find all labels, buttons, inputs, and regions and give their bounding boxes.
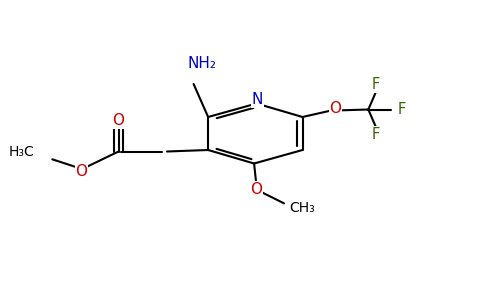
Text: F: F [398,102,407,117]
Text: F: F [371,77,380,92]
Text: O: O [76,164,87,179]
Text: O: O [330,101,341,116]
Text: NH₂: NH₂ [188,56,217,70]
Text: O: O [251,182,262,197]
Text: CH₃: CH₃ [289,201,316,215]
Text: O: O [113,113,124,128]
Text: F: F [371,127,380,142]
Text: H₃C: H₃C [9,146,35,159]
Text: N: N [252,92,263,107]
